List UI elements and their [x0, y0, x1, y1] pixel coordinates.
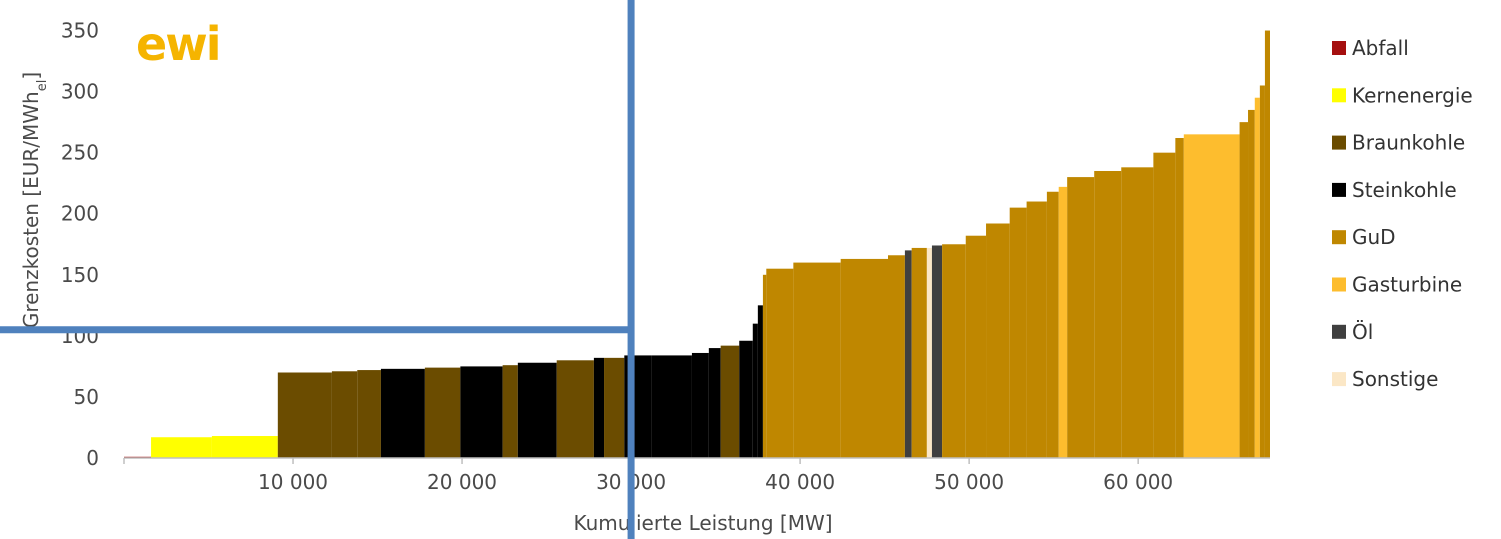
bar-36 [1046, 191, 1059, 458]
bar-25 [840, 258, 888, 458]
plot-bars [124, 30, 1270, 459]
ewi-logo: ewi [136, 17, 221, 71]
y-tick-label: 0 [86, 446, 99, 470]
bar-18 [720, 345, 740, 458]
bar-11 [556, 360, 594, 458]
y-tick-label: 250 [61, 141, 99, 165]
legend-swatch [1332, 41, 1346, 55]
x-tick-label: 20 000 [427, 470, 497, 494]
y-tick-label: 200 [61, 202, 99, 226]
bar-29 [926, 247, 932, 458]
bar-35 [1026, 201, 1047, 458]
legend-label: Kernenergie [1352, 83, 1473, 107]
bar-27 [904, 250, 912, 458]
bar-46 [1254, 97, 1260, 458]
y-tick-label: 350 [61, 19, 99, 43]
bar-32 [965, 235, 987, 458]
legend-swatch [1332, 135, 1346, 150]
bar-13 [604, 357, 625, 458]
bar-38 [1067, 177, 1095, 459]
legend-label: Gasturbine [1352, 273, 1462, 297]
reference-lines [0, 0, 635, 539]
legend-label: Sonstige [1352, 367, 1438, 391]
bar-22 [762, 274, 767, 458]
bar-16 [691, 352, 709, 458]
bar-48 [1264, 30, 1270, 459]
x-tick-label: 40 000 [765, 470, 835, 494]
bar-44 [1239, 122, 1249, 458]
x-tick-label: 50 000 [934, 470, 1004, 494]
bar-30 [931, 245, 943, 458]
y-tick-label: 300 [61, 80, 99, 104]
bar-2 [211, 436, 278, 458]
bar-23 [766, 268, 794, 458]
legend-swatch [1332, 182, 1346, 197]
bar-12 [593, 357, 605, 458]
x-tick-label: 10 000 [258, 470, 328, 494]
legend: Abfall Kernenergie Braunkohle Steinkohle GuD… [1332, 36, 1473, 391]
y-axis-title: Grenzkosten [EUR/MWhel] [19, 72, 50, 328]
bar-3 [277, 372, 332, 458]
legend-label: Öl [1352, 320, 1373, 344]
bar-4 [331, 371, 358, 458]
bar-10 [517, 362, 557, 458]
bar-7 [424, 367, 461, 458]
legend-swatch [1332, 324, 1346, 339]
bar-42 [1175, 138, 1184, 458]
legend-label: Braunkohle [1352, 131, 1465, 155]
bar-15 [651, 355, 692, 458]
bar-1 [151, 437, 212, 458]
legend-label: Abfall [1352, 36, 1409, 60]
legend-label: Steinkohle [1352, 178, 1457, 202]
bar-6 [380, 368, 425, 458]
bar-37 [1058, 186, 1068, 458]
bar-19 [739, 340, 753, 458]
legend-swatch [1332, 88, 1346, 103]
x-tick-label: 60 000 [1103, 470, 1173, 494]
legend-swatch [1332, 230, 1346, 245]
bar-28 [911, 247, 927, 458]
bar-47 [1259, 85, 1265, 458]
bar-9 [502, 365, 518, 458]
bar-20 [752, 323, 758, 458]
legend-label: GuD [1352, 225, 1396, 249]
bar-24 [793, 262, 841, 458]
bar-43 [1183, 134, 1240, 458]
bar-40 [1121, 167, 1154, 458]
bar-5 [357, 370, 381, 458]
legend-swatch [1332, 372, 1346, 387]
bar-33 [986, 223, 1010, 458]
logo-text: ewi [136, 17, 219, 71]
bar-17 [708, 348, 721, 458]
legend-swatch [1332, 277, 1346, 292]
y-tick-label: 150 [61, 263, 99, 287]
bar-34 [1009, 207, 1027, 458]
x-axis-title: Kumulierte Leistung [MW] [573, 511, 832, 535]
bar-26 [888, 255, 905, 458]
bar-8 [460, 366, 503, 458]
bar-41 [1153, 152, 1176, 458]
x-ticks: 10 000 20 000 30 000 40 000 50 000 60 000 [123, 458, 1173, 494]
bar-45 [1248, 109, 1255, 459]
bar-39 [1094, 170, 1122, 458]
y-tick-label: 50 [74, 385, 99, 409]
bar-21 [757, 305, 763, 458]
bar-31 [942, 244, 966, 458]
